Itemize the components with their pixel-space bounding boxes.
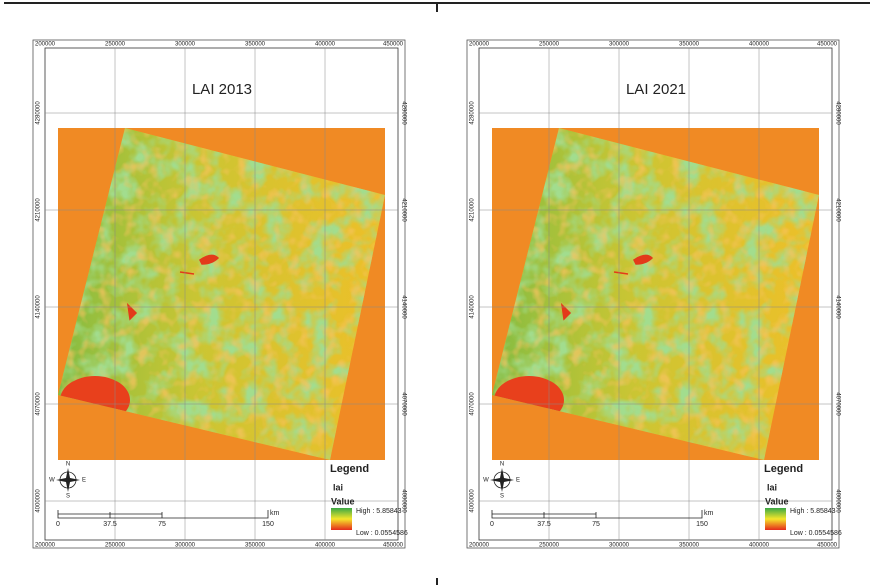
legend-low: Low : 0.0554586 <box>356 530 408 537</box>
legend-ramp <box>331 508 352 530</box>
legend-field: Value <box>331 496 355 506</box>
y-coord-label: 4280000 <box>834 101 840 125</box>
x-coord-label: 200000 <box>35 543 56 549</box>
legend-field: Value <box>765 496 789 506</box>
legend-layer: lai <box>333 482 343 492</box>
x-coord-label: 250000 <box>539 42 560 48</box>
y-coord-label: 4140000 <box>36 295 42 319</box>
map-panel: 200000 200000 250000 250000 300000 300000 3500… <box>33 40 408 549</box>
scale-label: 0 <box>490 521 494 528</box>
map-panel: 200000 200000 250000 250000 300000 300000 3500… <box>467 40 842 549</box>
compass-letter: N <box>66 462 70 468</box>
x-coord-label: 450000 <box>817 42 838 48</box>
legend-layer: lai <box>767 482 777 492</box>
x-coord-label: 300000 <box>175 543 196 549</box>
x-coord-label: 350000 <box>679 42 700 48</box>
x-coord-label: 200000 <box>35 42 56 48</box>
compass-letter: W <box>483 478 489 484</box>
scale-label: 37.5 <box>103 521 117 528</box>
x-coord-label: 350000 <box>245 42 266 48</box>
y-coord-label: 4210000 <box>470 198 476 222</box>
y-coord-label: 4280000 <box>36 101 42 125</box>
y-coord-label: 4140000 <box>834 295 840 319</box>
scale-label: 37.5 <box>537 521 551 528</box>
compass-letter: S <box>66 494 70 500</box>
map-title: LAI 2013 <box>192 81 252 98</box>
scale-label: 75 <box>592 521 600 528</box>
x-coord-label: 200000 <box>469 42 490 48</box>
y-coord-label: 4070000 <box>470 392 476 416</box>
x-coord-label: 450000 <box>383 42 404 48</box>
x-coord-label: 400000 <box>315 42 336 48</box>
scale-label: 150 <box>696 521 708 528</box>
y-coord-label: 4070000 <box>36 392 42 416</box>
x-coord-label: 250000 <box>539 543 560 549</box>
compass-letter: E <box>516 478 520 484</box>
scale-label: 150 <box>262 521 274 528</box>
scale-unit: km <box>270 510 280 517</box>
scale-unit: km <box>704 510 714 517</box>
page: 200000 200000 250000 250000 300000 300000 3500… <box>0 0 874 585</box>
compass-letter: E <box>82 478 86 484</box>
x-coord-label: 400000 <box>315 543 336 549</box>
legend-high: High : 5.85843 <box>790 508 836 515</box>
x-coord-label: 300000 <box>609 543 630 549</box>
figure: 200000 200000 250000 250000 300000 300000 3500… <box>0 0 874 585</box>
y-coord-label: 4070000 <box>400 392 406 416</box>
x-coord-label: 250000 <box>105 42 126 48</box>
y-coord-label: 4280000 <box>400 101 406 125</box>
compass-letter: W <box>49 478 55 484</box>
compass-letter: S <box>500 494 504 500</box>
x-coord-label: 450000 <box>383 543 404 549</box>
x-coord-label: 350000 <box>245 543 266 549</box>
compass-letter: N <box>500 462 504 468</box>
y-coord-label: 4070000 <box>834 392 840 416</box>
x-coord-label: 350000 <box>679 543 700 549</box>
legend-title: Legend <box>764 463 803 475</box>
y-coord-label: 4000000 <box>470 489 476 513</box>
scale-label: 0 <box>56 521 60 528</box>
x-coord-label: 200000 <box>469 543 490 549</box>
scale-label: 75 <box>158 521 166 528</box>
legend-title: Legend <box>330 463 369 475</box>
legend-high: High : 5.85843 <box>356 508 402 515</box>
map-title: LAI 2021 <box>626 81 686 98</box>
y-coord-label: 4140000 <box>470 295 476 319</box>
y-coord-label: 4000000 <box>36 489 42 513</box>
x-coord-label: 300000 <box>609 42 630 48</box>
y-coord-label: 4210000 <box>400 198 406 222</box>
legend-ramp <box>765 508 786 530</box>
legend-low: Low : 0.0554586 <box>790 530 842 537</box>
y-coord-label: 4140000 <box>400 295 406 319</box>
x-coord-label: 400000 <box>749 543 770 549</box>
y-coord-label: 4210000 <box>834 198 840 222</box>
x-coord-label: 450000 <box>817 543 838 549</box>
x-coord-label: 250000 <box>105 543 126 549</box>
y-coord-label: 4280000 <box>470 101 476 125</box>
y-coord-label: 4210000 <box>36 198 42 222</box>
x-coord-label: 300000 <box>175 42 196 48</box>
x-coord-label: 400000 <box>749 42 770 48</box>
